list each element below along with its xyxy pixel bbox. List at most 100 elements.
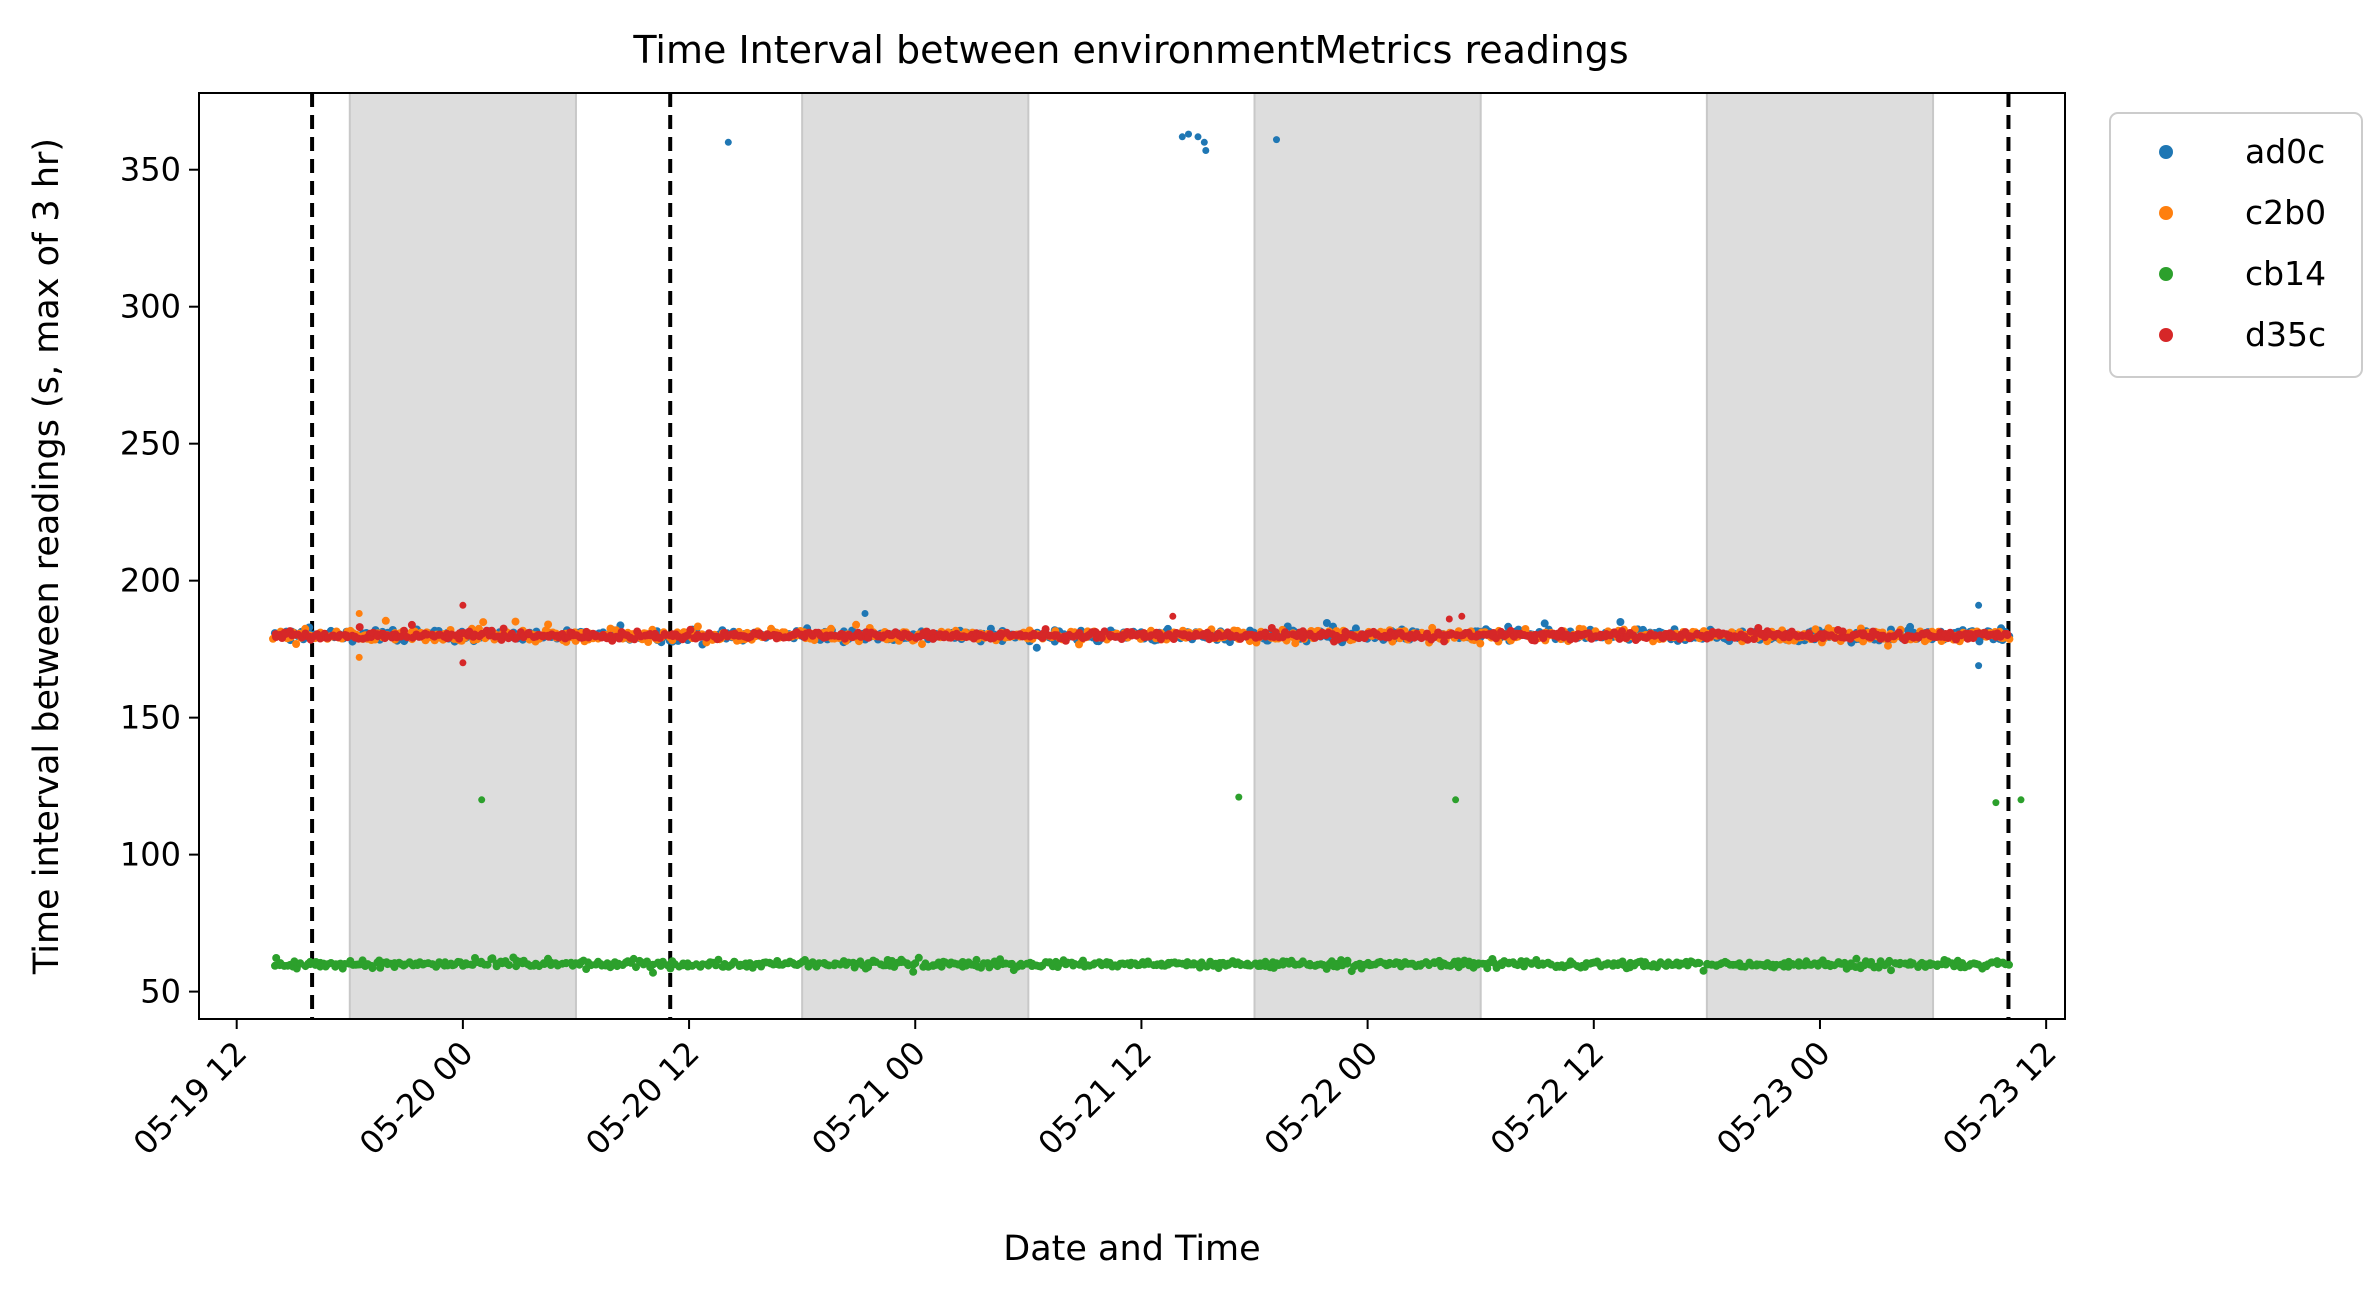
data-point <box>972 955 981 964</box>
outlier-point <box>1200 138 1208 146</box>
legend-marker-ad0c <box>2159 145 2173 159</box>
data-point <box>1894 628 1903 637</box>
data-point <box>381 616 390 625</box>
outlier-point <box>1445 615 1453 623</box>
data-point <box>2005 960 2013 969</box>
outlier-point <box>861 610 869 617</box>
series-d35c <box>271 601 2012 667</box>
data-point <box>1887 966 1895 975</box>
outlier-point <box>1273 136 1280 144</box>
x-tick-label: 05-22 00 <box>1257 1034 1386 1163</box>
data-point <box>909 967 918 976</box>
legend-box <box>2109 112 2363 378</box>
data-point <box>407 620 416 629</box>
legend-label-c2b0: c2b0 <box>2245 193 2326 232</box>
x-tick-label: 05-22 12 <box>1483 1034 1612 1163</box>
y-axis: 50 100 150 200 250 300 350 <box>120 151 199 1011</box>
legend-marker-cb14 <box>2159 267 2173 281</box>
data-point <box>1322 619 1331 627</box>
data-point <box>505 961 513 969</box>
legend-marker-c2b0 <box>2159 206 2173 220</box>
y-tick-label: 200 <box>120 562 181 600</box>
data-point <box>1831 633 1840 642</box>
data-point <box>1859 637 1868 646</box>
outlier-point <box>1202 147 1210 154</box>
outlier-point <box>1169 612 1177 620</box>
y-tick-label: 150 <box>120 699 181 737</box>
outlier-point <box>1992 799 2000 807</box>
y-tick-label: 100 <box>120 836 181 874</box>
outlier-point <box>355 610 363 617</box>
x-tick-label: 05-20 12 <box>578 1034 707 1163</box>
dashed-reference-lines <box>310 93 2011 1019</box>
outlier-point <box>2017 796 2025 804</box>
data-point <box>1476 639 1485 648</box>
data-point <box>632 963 640 972</box>
outlier-point <box>1194 133 1202 141</box>
night-shade-span <box>1253 92 1482 1020</box>
night-shade-span <box>1705 92 1935 1020</box>
data-point <box>1428 623 1437 632</box>
x-tick-label: 05-19 12 <box>126 1034 255 1163</box>
data-point <box>1616 618 1625 626</box>
data-point <box>644 638 653 646</box>
data-point <box>1838 627 1847 636</box>
data-point <box>918 640 926 649</box>
data-point <box>852 620 861 629</box>
data-point <box>714 955 723 964</box>
data-point <box>827 624 835 633</box>
data-point <box>1852 954 1861 963</box>
data-point <box>368 964 377 973</box>
y-tick-label: 350 <box>120 151 181 189</box>
outlier-point <box>478 796 486 804</box>
plot-area <box>198 92 2066 1020</box>
y-tick-label: 250 <box>120 425 181 463</box>
x-tick-label: 05-20 00 <box>352 1034 481 1163</box>
data-point <box>1906 622 1915 631</box>
data-point <box>1618 627 1626 636</box>
x-axis-title: Date and Time <box>1003 1229 1260 1269</box>
legend-label-cb14: cb14 <box>2245 254 2326 293</box>
x-tick-label: 05-23 12 <box>1935 1034 2064 1163</box>
data-point <box>1874 963 1883 972</box>
data-point <box>292 640 301 648</box>
data-point <box>1699 966 1708 975</box>
data-point <box>1695 959 1704 968</box>
data-point <box>1884 641 1892 650</box>
data-point <box>1754 624 1763 632</box>
night-shade-span <box>348 92 577 1020</box>
x-axis: 05-19 12 05-20 00 05-20 12 05-21 00 05-21 12… <box>126 1019 2064 1162</box>
night-shading <box>348 92 1935 1020</box>
y-axis-title: Time interval between readings (s, max o… <box>27 138 67 975</box>
data-point <box>483 960 492 969</box>
data-point <box>355 623 364 632</box>
y-tick-label: 50 <box>140 973 181 1011</box>
plot-frame <box>198 92 2066 1020</box>
data-point <box>2003 631 2012 639</box>
data-points <box>269 130 2025 977</box>
outlier-point <box>1185 130 1192 138</box>
data-point <box>499 624 508 633</box>
legend-items: ad0c c2b0 cb14 d35c <box>2159 132 2326 354</box>
outlier-point <box>1178 133 1186 141</box>
legend-label-d35c: d35c <box>2245 315 2326 354</box>
data-point <box>511 617 520 626</box>
data-point <box>1261 957 1270 966</box>
data-point <box>1811 625 1820 634</box>
outlier-point <box>1975 601 1983 609</box>
legend-marker-d35c <box>2159 328 2173 342</box>
series-cb14 <box>271 793 2025 977</box>
outlier-point <box>1975 662 1983 670</box>
data-point <box>1097 633 1106 642</box>
data-point <box>544 620 553 629</box>
data-point <box>649 968 657 977</box>
outlier-point <box>459 659 467 667</box>
data-point <box>914 953 923 962</box>
outlier-point <box>1235 793 1243 801</box>
legend: ad0c c2b0 cb14 d35c <box>2109 112 2363 378</box>
outlier-point <box>1452 796 1460 804</box>
data-point <box>1343 956 1352 965</box>
chart-title: Time Interval between environmentMetrics… <box>632 28 1628 72</box>
y-tick-label: 300 <box>120 288 181 326</box>
legend-label-ad0c: ad0c <box>2245 132 2325 171</box>
